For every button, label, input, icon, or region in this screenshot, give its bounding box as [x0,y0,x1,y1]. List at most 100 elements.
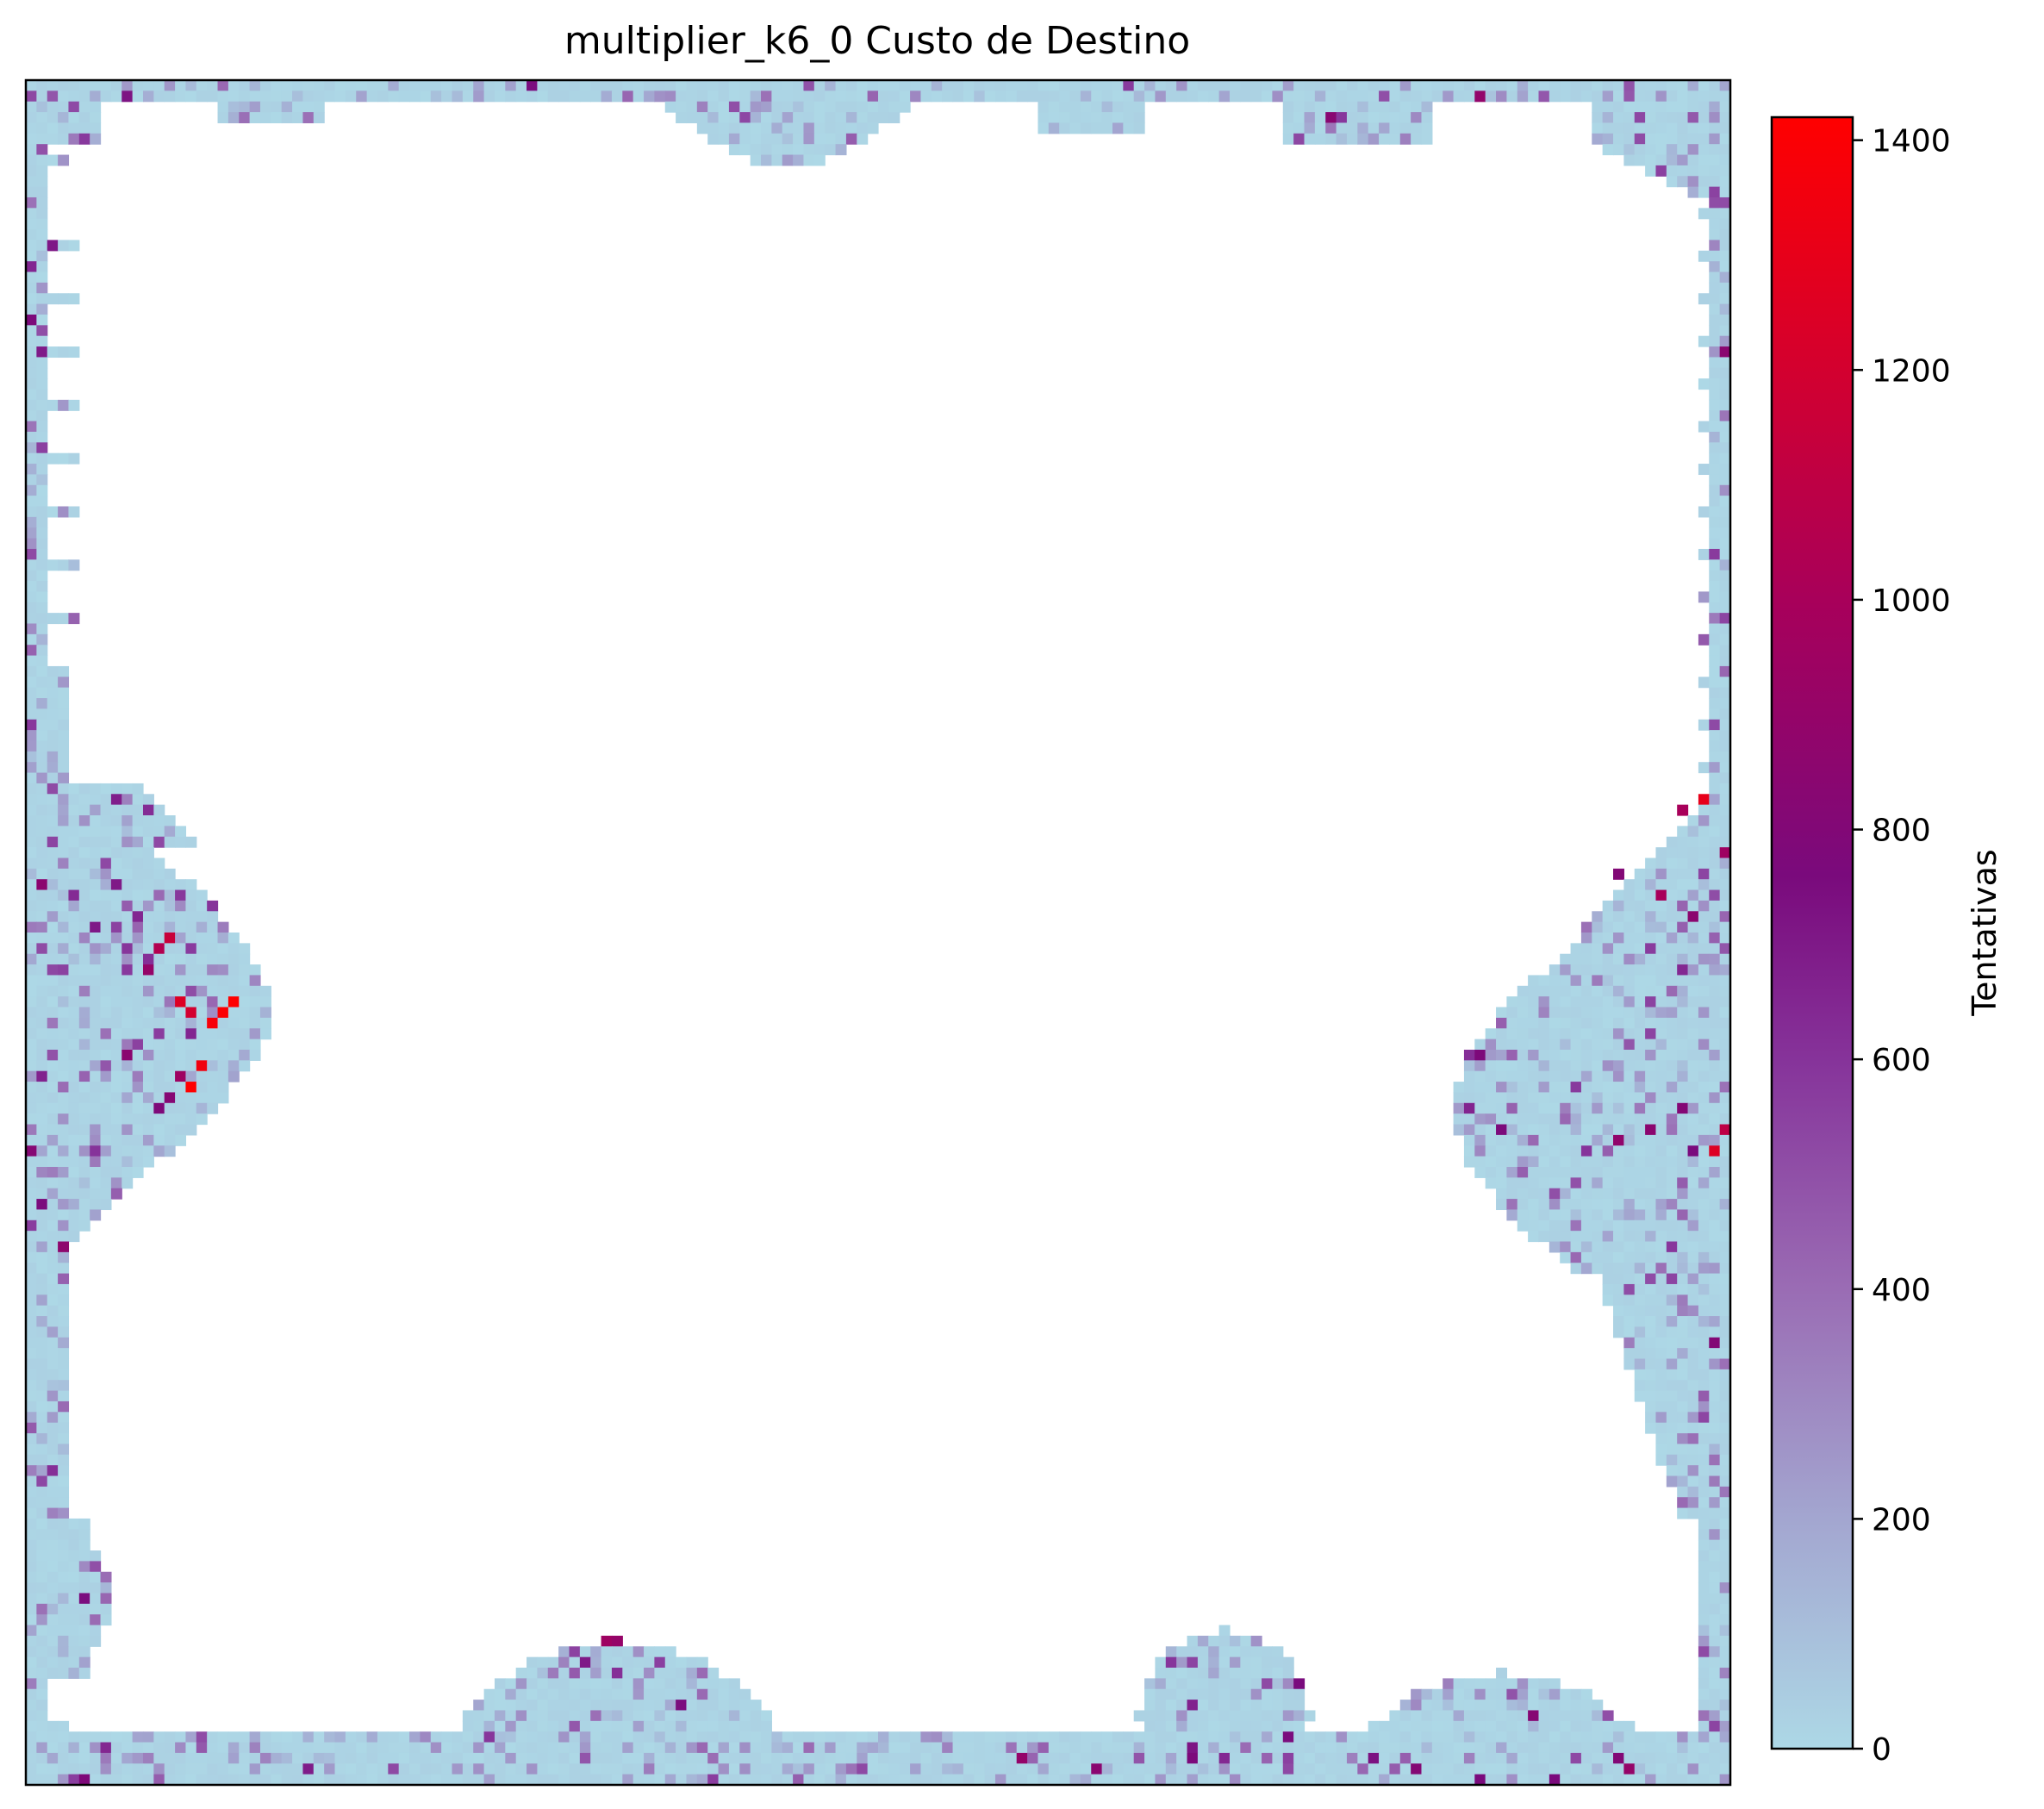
heatmap-cell [175,826,187,838]
heatmap-cell [36,293,48,305]
heatmap-cell [1570,943,1582,955]
heatmap-cell [1325,1752,1337,1764]
heatmap-cell [1698,964,1710,976]
heatmap-cell [1655,1017,1667,1029]
heatmap-cell [1634,868,1646,880]
heatmap-cell [36,1028,48,1040]
heatmap-cell [58,1539,70,1551]
heatmap-cell [153,1134,165,1146]
heatmap-cell [633,1646,645,1658]
heatmap-cell [1634,1763,1646,1775]
heatmap-cell [47,1305,59,1317]
heatmap-cell [1687,165,1699,177]
heatmap-cell [36,1700,48,1712]
heatmap-cell [910,1731,922,1744]
heatmap-cell [58,751,70,763]
heatmap-cell [1528,1209,1540,1221]
heatmap-cell [1719,1358,1731,1370]
heatmap-cell [1655,90,1667,103]
heatmap-cell [1709,1731,1721,1744]
heatmap-cell [36,1358,48,1370]
heatmap-cell [1645,1412,1657,1424]
heatmap-cell [36,548,48,560]
heatmap-cell [90,122,102,134]
heatmap-cell [1698,1582,1710,1594]
heatmap-cell [494,1710,506,1722]
heatmap-cell [707,101,720,113]
heatmap-cell [366,90,378,103]
heatmap-cell [1485,1070,1497,1082]
heatmap-cell [813,144,826,156]
heatmap-cell [47,953,59,965]
heatmap-cell [207,921,219,933]
heatmap-cell [569,1752,581,1764]
heatmap-cell [1133,1731,1145,1744]
heatmap-cell [68,559,80,571]
heatmap-cell [1580,1102,1592,1114]
heatmap-cell [974,1752,986,1764]
heatmap-cell [1592,921,1604,933]
heatmap-cell [122,1049,134,1061]
heatmap-cell [1133,1710,1145,1722]
heatmap-cell [122,1028,134,1040]
heatmap-cell [1698,1774,1710,1786]
heatmap-cell [26,879,37,891]
heatmap-cell [36,1326,48,1338]
heatmap-cell [1677,1422,1689,1434]
heatmap-cell [952,1742,964,1754]
heatmap-cell [633,1678,645,1690]
heatmap-cell [259,1007,271,1019]
heatmap-cell [1698,1263,1710,1275]
heatmap-cell [26,751,37,763]
heatmap-cell [58,1082,70,1094]
heatmap-cell [1027,1763,1039,1775]
heatmap-cell [1463,1102,1475,1114]
heatmap-cell [1229,1688,1241,1700]
heatmap-cell [1634,80,1646,91]
heatmap-cell [1155,1763,1167,1775]
heatmap-cell [857,122,869,134]
heatmap-cell [1187,1752,1199,1764]
heatmap-cell [537,1700,549,1712]
heatmap-cell [1709,484,1721,496]
heatmap-cell [78,1625,90,1637]
heatmap-cell [1709,1710,1721,1722]
heatmap-cell [707,1710,720,1722]
heatmap-cell [1187,80,1199,91]
heatmap-cell [36,1369,48,1381]
heatmap-cell [515,1720,527,1732]
heatmap-cell [1719,1603,1731,1615]
heatmap-cell [1560,1688,1572,1700]
heatmap-cell [1336,1774,1348,1786]
heatmap-cell [1431,1700,1443,1712]
heatmap-cell [1719,645,1731,657]
heatmap-cell [1485,1145,1497,1157]
heatmap-cell [1666,1380,1678,1392]
heatmap-cell [47,133,59,145]
heatmap-cell [78,985,90,997]
heatmap-cell [1016,1742,1028,1754]
heatmap-cell [739,1774,751,1786]
heatmap-cell [207,1092,219,1104]
heatmap-cell [26,1507,37,1519]
heatmap-cell [1474,80,1486,91]
heatmap-cell [1357,1774,1369,1786]
heatmap-cell [47,985,59,997]
heatmap-cell [1528,1049,1540,1061]
heatmap-cell [356,90,368,103]
heatmap-cell [259,112,271,124]
heatmap-cell [227,975,240,987]
heatmap-cell [1634,1209,1646,1221]
heatmap-cell [132,1731,144,1744]
heatmap-cell [633,80,645,91]
heatmap-cell [825,1763,837,1775]
heatmap-cell [26,314,37,326]
heatmap-cell [1677,1486,1689,1498]
heatmap-cell [793,112,805,124]
heatmap-cell [47,1124,59,1136]
heatmap-cell [36,1305,48,1317]
heatmap-cell [1155,1656,1167,1669]
heatmap-cell [1485,1763,1497,1775]
heatmap-cell [1155,1752,1167,1764]
heatmap-cell [1463,1049,1475,1061]
